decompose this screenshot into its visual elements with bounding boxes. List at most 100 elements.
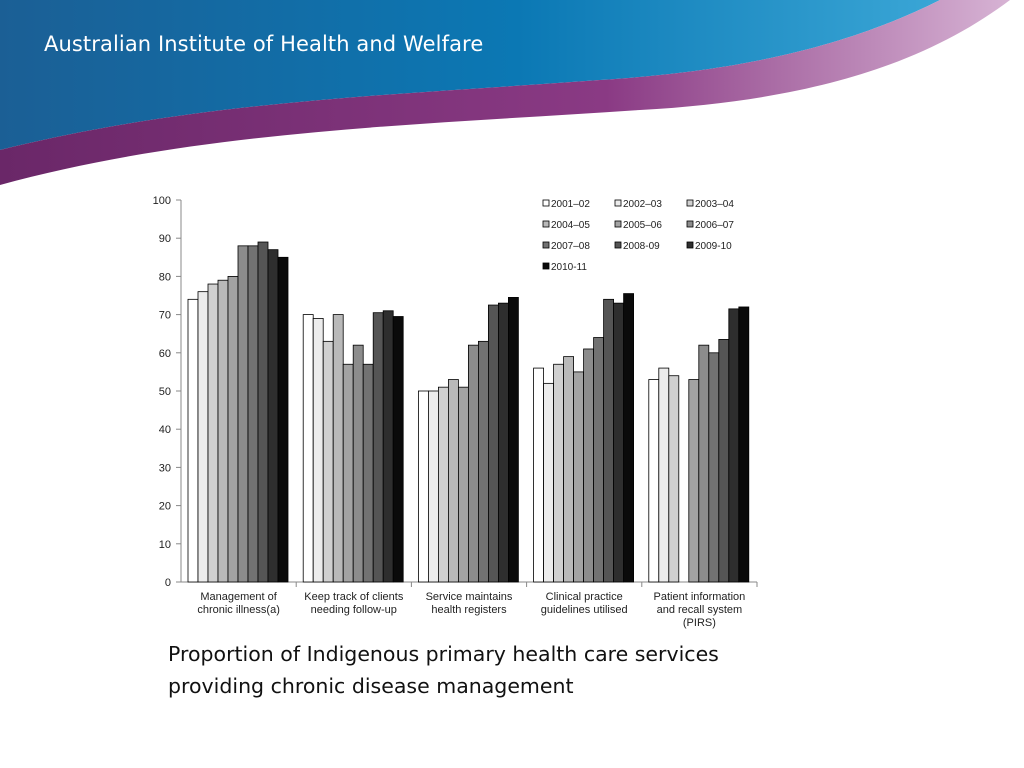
y-tick-label: 10 [159,539,171,551]
x-category-label: Management of [200,591,277,603]
y-axis-ticks: 0 10 20 30 40 50 60 70 80 90 100 [153,195,181,589]
bar [467,344,479,583]
header-banner [0,0,1010,185]
legend-label: 2001–02 [551,199,590,210]
banner-blue-band [0,0,940,150]
bar [658,367,670,583]
x-category-label: needing follow-up [311,604,397,616]
legend-label: 2007–08 [551,241,590,252]
bar [332,314,344,583]
y-tick-label: 0 [165,577,171,589]
bar [668,375,680,583]
bar [247,245,259,583]
bar [477,340,489,583]
bar [237,245,249,583]
bar [447,379,459,583]
banner-purple-band [0,0,1010,185]
x-category-label: (PIRS) [683,617,716,629]
bar [362,363,374,583]
legend-label: 2010-11 [551,262,587,273]
legend-swatch [542,262,550,270]
bar [427,390,439,583]
organisation-title: Australian Institute of Health and Welfa… [44,32,484,56]
x-category-label: guidelines utilised [541,604,628,616]
bar [708,352,720,583]
bar [573,371,584,583]
bar [187,298,199,583]
legend-label: 2006–07 [695,220,734,231]
bar [372,312,384,583]
legend-swatch [686,199,694,207]
legend-label: 2002–03 [623,199,662,210]
bar [382,310,394,583]
y-tick-label: 50 [159,386,171,398]
chart-legend: 2001–02 2002–03 2003–04 2004–05 2005–06 2006–… [542,199,734,273]
bar [227,275,239,583]
x-category-label: chronic illness(a) [197,604,280,616]
bar [583,348,594,583]
y-tick-label: 30 [159,462,171,474]
bar [593,337,604,583]
bar [437,386,449,583]
x-category-label: Clinical practice [546,591,623,603]
y-tick-label: 70 [159,310,171,322]
legend-label: 2009-10 [695,241,732,252]
chart-caption: Proportion of Indigenous primary health … [168,642,719,698]
x-category-label: Service maintains [426,591,513,603]
bar [312,318,324,583]
bar [277,256,289,583]
legend-swatch [686,241,694,249]
bar [497,302,509,583]
legend-label: 2003–04 [695,199,734,210]
bar [392,316,404,583]
bar [543,382,554,583]
legend-label: 2008-09 [623,241,660,252]
bar [688,379,700,583]
y-tick-label: 80 [159,271,171,283]
bar [457,386,469,583]
bar [533,367,544,583]
bar [698,344,710,583]
legend-swatch [614,220,622,228]
bar [563,356,574,583]
legend-swatch [542,199,550,207]
legend-swatch [686,220,694,228]
x-category-label: Keep track of clients [304,591,404,603]
bar [342,363,354,583]
bar [322,340,334,583]
bar [648,379,660,583]
bar [352,344,364,583]
bar [257,241,269,583]
bar [603,298,614,583]
legend-swatch [614,241,622,249]
legend-swatch [614,199,622,207]
x-category-label: health registers [431,604,507,616]
bar [417,390,429,583]
bar [507,297,519,583]
bar [197,291,209,583]
bar [718,339,730,583]
bar [613,302,624,583]
x-category-label: and recall system [657,604,743,616]
bar [728,308,740,583]
y-tick-label: 60 [159,348,171,360]
bar [302,314,314,583]
bar [217,279,229,583]
bar [623,293,634,583]
y-tick-label: 20 [159,501,171,513]
bar [553,363,564,583]
bar [738,306,750,583]
y-tick-label: 90 [159,233,171,245]
y-tick-label: 100 [153,195,171,207]
y-tick-label: 40 [159,424,171,436]
legend-swatch [542,220,550,228]
bar [267,249,279,583]
chart-bars [187,241,750,583]
bar [207,283,219,583]
legend-swatch [542,241,550,249]
x-category-label: Patient information [654,591,746,603]
legend-label: 2004–05 [551,220,590,231]
bar [487,304,499,583]
